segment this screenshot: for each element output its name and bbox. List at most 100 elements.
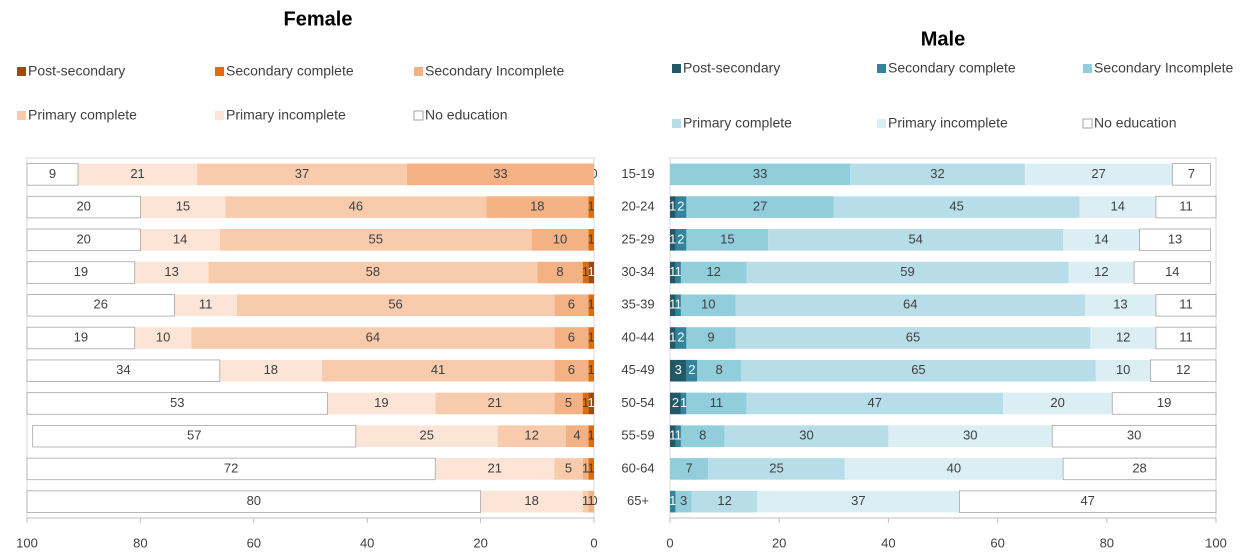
- data-label: 37: [295, 166, 309, 181]
- bar-segment: [958, 490, 1217, 513]
- bar-segment: [588, 327, 594, 349]
- data-label: 18: [264, 362, 278, 377]
- bar-segment: [680, 392, 687, 415]
- bar-segment: [740, 359, 1096, 382]
- data-label: 19: [74, 264, 88, 279]
- bar-segment: [697, 359, 741, 382]
- bar-segment: [140, 196, 226, 218]
- data-label: 80: [247, 493, 261, 508]
- bar-segment: [680, 294, 736, 317]
- legend-swatch: [17, 111, 26, 120]
- legend-label: No education: [1094, 115, 1177, 131]
- bar-segment: [480, 490, 583, 513]
- data-label: 1: [588, 199, 595, 214]
- category-label: 60-64: [621, 460, 654, 475]
- legend-label: Secondary Incomplete: [425, 63, 565, 79]
- category-label: 15-19: [621, 166, 654, 181]
- bar-segment: [686, 392, 747, 415]
- data-label: 5: [565, 395, 572, 410]
- bar-segment: [670, 327, 676, 349]
- data-label: 12: [524, 428, 538, 443]
- data-label: 1: [582, 493, 589, 508]
- data-label: 21: [488, 395, 502, 410]
- data-label: 1: [588, 362, 595, 377]
- category-label: 65+: [627, 493, 649, 508]
- bar-segment: [670, 229, 676, 251]
- data-label: 30: [799, 428, 813, 443]
- legend-swatch: [413, 110, 424, 121]
- data-label: 1: [588, 493, 595, 508]
- bar-segment: [537, 261, 583, 284]
- bar-segment: [675, 327, 687, 349]
- bar-segment: [1155, 195, 1217, 219]
- data-label: 9: [707, 329, 714, 344]
- data-label: 58: [366, 264, 380, 279]
- data-label: 40: [947, 460, 961, 475]
- data-label: 15: [720, 231, 734, 246]
- legend-swatch: [414, 67, 423, 76]
- data-label: 10: [553, 231, 567, 246]
- data-label: 1: [669, 264, 676, 279]
- data-label: 14: [1165, 264, 1179, 279]
- bar-segment: [26, 359, 221, 382]
- data-label: 28: [1132, 460, 1146, 475]
- data-label: 30: [1127, 428, 1141, 443]
- data-label: 8: [699, 428, 706, 443]
- data-label: 53: [170, 395, 184, 410]
- data-label: 20: [76, 199, 90, 214]
- data-label: 65: [906, 329, 920, 344]
- bar-segment: [670, 425, 676, 447]
- data-label: 30: [963, 428, 977, 443]
- data-label: 4: [573, 428, 580, 443]
- bar-segment: [735, 294, 1085, 317]
- data-label: 1: [588, 460, 595, 475]
- bar-segment: [1051, 424, 1217, 448]
- bar-segment: [680, 261, 747, 284]
- data-label: 12: [1116, 329, 1130, 344]
- bar-segment: [850, 163, 1025, 186]
- bar-segment: [680, 425, 725, 447]
- bar-segment: [675, 490, 692, 513]
- data-label: 25: [420, 428, 434, 443]
- bar-segment: [1133, 261, 1211, 284]
- data-label: 33: [753, 166, 767, 181]
- bar-segment: [26, 392, 328, 415]
- bar-segment: [833, 196, 1080, 218]
- x-tick-label: 0: [666, 535, 673, 550]
- bar-segment: [1068, 261, 1135, 284]
- data-label: 20: [1050, 395, 1064, 410]
- bar-segment: [26, 261, 136, 284]
- bar-segment: [78, 163, 198, 186]
- data-label: 11: [199, 297, 213, 312]
- bar-segment: [1003, 392, 1113, 415]
- bar-segment: [735, 327, 1091, 349]
- data-label: 8: [716, 362, 723, 377]
- bar-segment: [675, 196, 687, 218]
- bar-segment: [768, 229, 1064, 251]
- bar-segment: [670, 392, 681, 415]
- bar-segment: [588, 196, 594, 218]
- bar-segment: [1155, 326, 1217, 350]
- bar-segment: [1171, 163, 1211, 186]
- data-label: 10: [1116, 362, 1130, 377]
- data-label: 14: [173, 231, 187, 246]
- data-label: 1: [582, 264, 589, 279]
- bar-segment: [140, 229, 220, 251]
- bar-segment: [32, 424, 357, 448]
- x-tick-label: 0: [590, 535, 597, 550]
- data-label: 65: [911, 362, 925, 377]
- data-label: 6: [568, 329, 575, 344]
- bar-segment: [327, 392, 436, 415]
- data-label: 13: [1168, 231, 1182, 246]
- legend-label: No education: [425, 107, 508, 123]
- data-label: 2: [677, 231, 684, 246]
- legend-swatch: [877, 64, 886, 73]
- data-label: 12: [717, 493, 731, 508]
- bar-segment: [26, 326, 136, 350]
- data-label: 14: [1094, 231, 1108, 246]
- data-label: 55: [368, 231, 382, 246]
- data-label: 11: [710, 395, 724, 410]
- bar-segment: [686, 229, 769, 251]
- data-label: 3: [675, 362, 682, 377]
- x-tick-label: 60: [990, 535, 1004, 550]
